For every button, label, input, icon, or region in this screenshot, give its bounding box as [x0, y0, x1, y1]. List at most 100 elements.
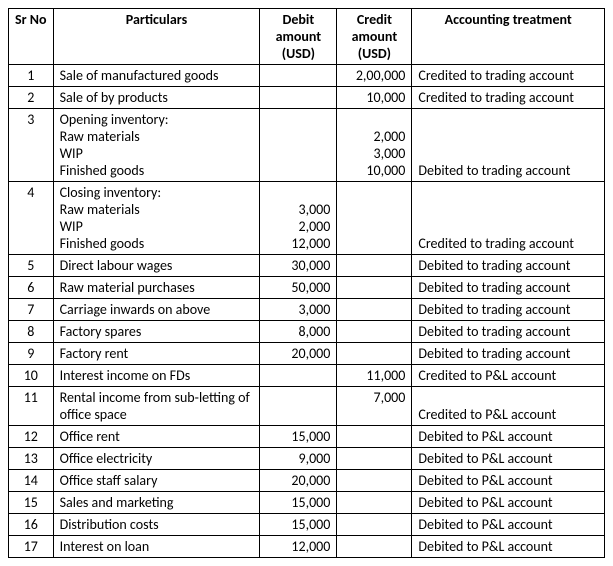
cell-debit: 15,000 [260, 426, 337, 448]
cell-credit [337, 470, 412, 492]
table-row: 1Sale of manufactured goods 2,00,000Credi… [9, 65, 605, 87]
cell-treatment: Debited to trading account [412, 109, 605, 182]
accounting-table: Sr No Particulars Debit amount (USD) Cre… [8, 8, 605, 558]
table-row: 3Opening inventory:Raw materialsWIPFinis… [9, 109, 605, 182]
cell-treatment: Debited to P&L account [412, 536, 605, 558]
cell-treatment: Debited to trading account [412, 255, 605, 277]
table-row: 6Raw material purchases50,000 Debited to … [9, 277, 605, 299]
cell-credit: 10,000 [337, 87, 412, 109]
table-row: 8Factory spares8,000Debited to trading a… [9, 321, 605, 343]
header-debit: Debit amount (USD) [260, 9, 337, 65]
cell-debit: 50,000 [260, 277, 337, 299]
table-row: 4Closing inventory:Raw materialsWIPFinis… [9, 182, 605, 255]
cell-particulars: Carriage inwards on above [53, 299, 260, 321]
cell-sr-no: 12 [9, 426, 54, 448]
cell-particulars: Office staff salary [53, 470, 260, 492]
table-row: 13Office electricity9,000 Debited to P&L … [9, 448, 605, 470]
cell-credit [337, 321, 412, 343]
cell-credit [337, 536, 412, 558]
cell-particulars: Closing inventory:Raw materialsWIPFinish… [53, 182, 260, 255]
cell-treatment: Credited to P&L account [412, 387, 605, 426]
cell-particulars: Factory rent [53, 343, 260, 365]
cell-debit: 3,0002,00012,000 [260, 182, 337, 255]
header-sr-no: Sr No [9, 9, 54, 65]
cell-debit: 9,000 [260, 448, 337, 470]
cell-treatment: Credited to trading account [412, 65, 605, 87]
cell-sr-no: 17 [9, 536, 54, 558]
cell-sr-no: 7 [9, 299, 54, 321]
cell-debit: 20,000 [260, 470, 337, 492]
cell-sr-no: 2 [9, 87, 54, 109]
cell-credit: 2,0003,00010,000 [337, 109, 412, 182]
cell-treatment: Credited to trading account [412, 182, 605, 255]
cell-particulars: Sales and marketing [53, 492, 260, 514]
cell-particulars: Opening inventory:Raw materialsWIPFinish… [53, 109, 260, 182]
header-credit: Credit amount (USD) [337, 9, 412, 65]
cell-sr-no: 13 [9, 448, 54, 470]
header-treatment: Accounting treatment [412, 9, 605, 65]
cell-sr-no: 11 [9, 387, 54, 426]
cell-sr-no: 15 [9, 492, 54, 514]
header-particulars: Particulars [53, 9, 260, 65]
table-row: 14Office staff salary20,000 Debited to P&… [9, 470, 605, 492]
cell-treatment: Credited to trading account [412, 87, 605, 109]
cell-credit [337, 492, 412, 514]
cell-debit: 8,000 [260, 321, 337, 343]
cell-treatment: Debited to trading account [412, 321, 605, 343]
table-row: 11Rental income from sub-letting of offi… [9, 387, 605, 426]
cell-debit: 15,000 [260, 514, 337, 536]
cell-treatment: Debited to trading account [412, 343, 605, 365]
cell-credit: 2,00,000 [337, 65, 412, 87]
cell-credit: 11,000 [337, 365, 412, 387]
table-body: 1Sale of manufactured goods2,00,000Credi… [9, 65, 605, 558]
cell-debit [260, 65, 337, 87]
cell-treatment: Debited to P&L account [412, 514, 605, 536]
cell-particulars: Rental income from sub-letting of office… [53, 387, 260, 426]
cell-particulars: Office electricity [53, 448, 260, 470]
cell-sr-no: 6 [9, 277, 54, 299]
cell-sr-no: 9 [9, 343, 54, 365]
cell-sr-no: 3 [9, 109, 54, 182]
table-row: 16Distribution costs15,000Debited to P&L… [9, 514, 605, 536]
table-row: 2Sale of by products10,000Credited to tr… [9, 87, 605, 109]
cell-credit [337, 426, 412, 448]
cell-debit: 15,000 [260, 492, 337, 514]
cell-credit: 7,000 [337, 387, 412, 426]
cell-treatment: Debited to trading account [412, 277, 605, 299]
cell-sr-no: 16 [9, 514, 54, 536]
cell-debit: 20,000 [260, 343, 337, 365]
cell-credit [337, 448, 412, 470]
table-row: 10Interest income on FDs 11,000Credited t… [9, 365, 605, 387]
cell-treatment: Debited to P&L account [412, 470, 605, 492]
cell-treatment: Debited to P&L account [412, 426, 605, 448]
cell-sr-no: 14 [9, 470, 54, 492]
cell-debit: 30,000 [260, 255, 337, 277]
cell-particulars: Office rent [53, 426, 260, 448]
cell-debit [260, 387, 337, 426]
cell-treatment: Debited to P&L account [412, 492, 605, 514]
cell-particulars: Raw material purchases [53, 277, 260, 299]
cell-sr-no: 5 [9, 255, 54, 277]
cell-treatment: Debited to P&L account [412, 448, 605, 470]
cell-particulars: Factory spares [53, 321, 260, 343]
table-row: 15Sales and marketing15,000 Debited to P&… [9, 492, 605, 514]
cell-particulars: Sale of manufactured goods [53, 65, 260, 87]
cell-sr-no: 10 [9, 365, 54, 387]
cell-credit [337, 255, 412, 277]
table-row: 7Carriage inwards on above3,000Debited t… [9, 299, 605, 321]
cell-treatment: Credited to P&L account [412, 365, 605, 387]
cell-credit [337, 299, 412, 321]
cell-treatment: Debited to trading account [412, 299, 605, 321]
table-row: 5Direct labour wages30,000 Debited to tra… [9, 255, 605, 277]
cell-debit [260, 365, 337, 387]
cell-credit [337, 277, 412, 299]
table-row: 12Office rent15,000 Debited to P&L accoun… [9, 426, 605, 448]
table-row: 9Factory rent20,000 Debited to trading ac… [9, 343, 605, 365]
cell-particulars: Direct labour wages [53, 255, 260, 277]
cell-sr-no: 1 [9, 65, 54, 87]
cell-credit [337, 514, 412, 536]
cell-debit: 12,000 [260, 536, 337, 558]
cell-debit [260, 109, 337, 182]
cell-particulars: Interest income on FDs [53, 365, 260, 387]
cell-particulars: Interest on loan [53, 536, 260, 558]
